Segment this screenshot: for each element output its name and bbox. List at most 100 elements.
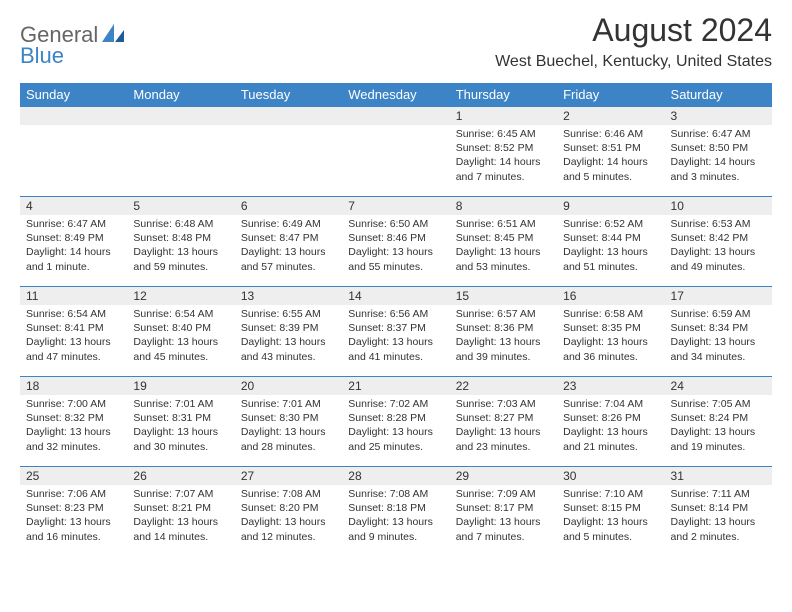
calendar-cell: 13Sunrise: 6:55 AMSunset: 8:39 PMDayligh… bbox=[235, 287, 342, 377]
day-number: 1 bbox=[450, 107, 557, 125]
day-number: 14 bbox=[342, 287, 449, 305]
day-number: 20 bbox=[235, 377, 342, 395]
day-details: Sunrise: 7:03 AMSunset: 8:27 PMDaylight:… bbox=[450, 395, 557, 458]
day-details: Sunrise: 7:06 AMSunset: 8:23 PMDaylight:… bbox=[20, 485, 127, 548]
day-header: Wednesday bbox=[342, 83, 449, 107]
day-details: Sunrise: 7:10 AMSunset: 8:15 PMDaylight:… bbox=[557, 485, 664, 548]
calendar-body: 1Sunrise: 6:45 AMSunset: 8:52 PMDaylight… bbox=[20, 107, 772, 557]
day-details: Sunrise: 7:09 AMSunset: 8:17 PMDaylight:… bbox=[450, 485, 557, 548]
calendar-row: 1Sunrise: 6:45 AMSunset: 8:52 PMDaylight… bbox=[20, 107, 772, 197]
day-details: Sunrise: 7:01 AMSunset: 8:31 PMDaylight:… bbox=[127, 395, 234, 458]
calendar-cell: 7Sunrise: 6:50 AMSunset: 8:46 PMDaylight… bbox=[342, 197, 449, 287]
day-details: Sunrise: 6:48 AMSunset: 8:48 PMDaylight:… bbox=[127, 215, 234, 278]
day-number: 3 bbox=[665, 107, 772, 125]
day-details: Sunrise: 6:46 AMSunset: 8:51 PMDaylight:… bbox=[557, 125, 664, 188]
calendar-cell: 12Sunrise: 6:54 AMSunset: 8:40 PMDayligh… bbox=[127, 287, 234, 377]
day-number: 16 bbox=[557, 287, 664, 305]
calendar-cell bbox=[342, 107, 449, 197]
day-details: Sunrise: 6:54 AMSunset: 8:40 PMDaylight:… bbox=[127, 305, 234, 368]
day-number: 24 bbox=[665, 377, 772, 395]
day-number: 29 bbox=[450, 467, 557, 485]
day-details: Sunrise: 7:08 AMSunset: 8:18 PMDaylight:… bbox=[342, 485, 449, 548]
calendar-cell: 16Sunrise: 6:58 AMSunset: 8:35 PMDayligh… bbox=[557, 287, 664, 377]
day-header: Saturday bbox=[665, 83, 772, 107]
day-number: 5 bbox=[127, 197, 234, 215]
day-header: Tuesday bbox=[235, 83, 342, 107]
calendar-row: 18Sunrise: 7:00 AMSunset: 8:32 PMDayligh… bbox=[20, 377, 772, 467]
day-number: 15 bbox=[450, 287, 557, 305]
day-number bbox=[235, 107, 342, 125]
calendar-cell: 31Sunrise: 7:11 AMSunset: 8:14 PMDayligh… bbox=[665, 467, 772, 557]
calendar-cell: 15Sunrise: 6:57 AMSunset: 8:36 PMDayligh… bbox=[450, 287, 557, 377]
day-number: 10 bbox=[665, 197, 772, 215]
calendar-cell: 14Sunrise: 6:56 AMSunset: 8:37 PMDayligh… bbox=[342, 287, 449, 377]
day-details: Sunrise: 6:54 AMSunset: 8:41 PMDaylight:… bbox=[20, 305, 127, 368]
day-number: 28 bbox=[342, 467, 449, 485]
day-details: Sunrise: 6:59 AMSunset: 8:34 PMDaylight:… bbox=[665, 305, 772, 368]
calendar-cell: 2Sunrise: 6:46 AMSunset: 8:51 PMDaylight… bbox=[557, 107, 664, 197]
day-number: 30 bbox=[557, 467, 664, 485]
day-details: Sunrise: 6:56 AMSunset: 8:37 PMDaylight:… bbox=[342, 305, 449, 368]
calendar-cell bbox=[235, 107, 342, 197]
day-details: Sunrise: 7:04 AMSunset: 8:26 PMDaylight:… bbox=[557, 395, 664, 458]
day-details: Sunrise: 7:11 AMSunset: 8:14 PMDaylight:… bbox=[665, 485, 772, 548]
calendar-cell: 3Sunrise: 6:47 AMSunset: 8:50 PMDaylight… bbox=[665, 107, 772, 197]
calendar-cell: 1Sunrise: 6:45 AMSunset: 8:52 PMDaylight… bbox=[450, 107, 557, 197]
day-number: 17 bbox=[665, 287, 772, 305]
calendar-row: 11Sunrise: 6:54 AMSunset: 8:41 PMDayligh… bbox=[20, 287, 772, 377]
calendar-cell: 8Sunrise: 6:51 AMSunset: 8:45 PMDaylight… bbox=[450, 197, 557, 287]
day-details: Sunrise: 7:00 AMSunset: 8:32 PMDaylight:… bbox=[20, 395, 127, 458]
calendar-cell: 17Sunrise: 6:59 AMSunset: 8:34 PMDayligh… bbox=[665, 287, 772, 377]
day-number bbox=[20, 107, 127, 125]
calendar-cell: 21Sunrise: 7:02 AMSunset: 8:28 PMDayligh… bbox=[342, 377, 449, 467]
sail-icon bbox=[102, 24, 124, 47]
day-number: 23 bbox=[557, 377, 664, 395]
day-header: Sunday bbox=[20, 83, 127, 107]
day-number: 12 bbox=[127, 287, 234, 305]
calendar-cell: 6Sunrise: 6:49 AMSunset: 8:47 PMDaylight… bbox=[235, 197, 342, 287]
day-details: Sunrise: 6:50 AMSunset: 8:46 PMDaylight:… bbox=[342, 215, 449, 278]
day-number: 8 bbox=[450, 197, 557, 215]
calendar-head: SundayMondayTuesdayWednesdayThursdayFrid… bbox=[20, 83, 772, 107]
day-number: 25 bbox=[20, 467, 127, 485]
day-details: Sunrise: 6:47 AMSunset: 8:49 PMDaylight:… bbox=[20, 215, 127, 278]
calendar-cell bbox=[20, 107, 127, 197]
day-details: Sunrise: 7:01 AMSunset: 8:30 PMDaylight:… bbox=[235, 395, 342, 458]
calendar-cell: 28Sunrise: 7:08 AMSunset: 8:18 PMDayligh… bbox=[342, 467, 449, 557]
calendar-cell: 26Sunrise: 7:07 AMSunset: 8:21 PMDayligh… bbox=[127, 467, 234, 557]
calendar-row: 4Sunrise: 6:47 AMSunset: 8:49 PMDaylight… bbox=[20, 197, 772, 287]
day-details: Sunrise: 6:58 AMSunset: 8:35 PMDaylight:… bbox=[557, 305, 664, 368]
day-details: Sunrise: 6:45 AMSunset: 8:52 PMDaylight:… bbox=[450, 125, 557, 188]
calendar-cell: 11Sunrise: 6:54 AMSunset: 8:41 PMDayligh… bbox=[20, 287, 127, 377]
day-details: Sunrise: 6:51 AMSunset: 8:45 PMDaylight:… bbox=[450, 215, 557, 278]
day-number bbox=[342, 107, 449, 125]
calendar-cell: 30Sunrise: 7:10 AMSunset: 8:15 PMDayligh… bbox=[557, 467, 664, 557]
calendar-cell: 25Sunrise: 7:06 AMSunset: 8:23 PMDayligh… bbox=[20, 467, 127, 557]
calendar-cell: 24Sunrise: 7:05 AMSunset: 8:24 PMDayligh… bbox=[665, 377, 772, 467]
day-number: 31 bbox=[665, 467, 772, 485]
day-header: Monday bbox=[127, 83, 234, 107]
day-details: Sunrise: 6:47 AMSunset: 8:50 PMDaylight:… bbox=[665, 125, 772, 188]
calendar-cell bbox=[127, 107, 234, 197]
month-title: August 2024 bbox=[495, 12, 772, 49]
calendar-cell: 5Sunrise: 6:48 AMSunset: 8:48 PMDaylight… bbox=[127, 197, 234, 287]
day-details: Sunrise: 6:53 AMSunset: 8:42 PMDaylight:… bbox=[665, 215, 772, 278]
title-block: August 2024 West Buechel, Kentucky, Unit… bbox=[495, 12, 772, 71]
day-number: 9 bbox=[557, 197, 664, 215]
day-details: Sunrise: 6:57 AMSunset: 8:36 PMDaylight:… bbox=[450, 305, 557, 368]
day-number: 22 bbox=[450, 377, 557, 395]
calendar-row: 25Sunrise: 7:06 AMSunset: 8:23 PMDayligh… bbox=[20, 467, 772, 557]
calendar-cell: 18Sunrise: 7:00 AMSunset: 8:32 PMDayligh… bbox=[20, 377, 127, 467]
day-number: 2 bbox=[557, 107, 664, 125]
day-number bbox=[127, 107, 234, 125]
day-details: Sunrise: 7:05 AMSunset: 8:24 PMDaylight:… bbox=[665, 395, 772, 458]
calendar-cell: 23Sunrise: 7:04 AMSunset: 8:26 PMDayligh… bbox=[557, 377, 664, 467]
calendar-cell: 4Sunrise: 6:47 AMSunset: 8:49 PMDaylight… bbox=[20, 197, 127, 287]
day-details: Sunrise: 6:55 AMSunset: 8:39 PMDaylight:… bbox=[235, 305, 342, 368]
day-details: Sunrise: 6:49 AMSunset: 8:47 PMDaylight:… bbox=[235, 215, 342, 278]
day-details: Sunrise: 7:07 AMSunset: 8:21 PMDaylight:… bbox=[127, 485, 234, 548]
day-number: 21 bbox=[342, 377, 449, 395]
calendar-cell: 10Sunrise: 6:53 AMSunset: 8:42 PMDayligh… bbox=[665, 197, 772, 287]
day-number: 11 bbox=[20, 287, 127, 305]
day-header: Friday bbox=[557, 83, 664, 107]
